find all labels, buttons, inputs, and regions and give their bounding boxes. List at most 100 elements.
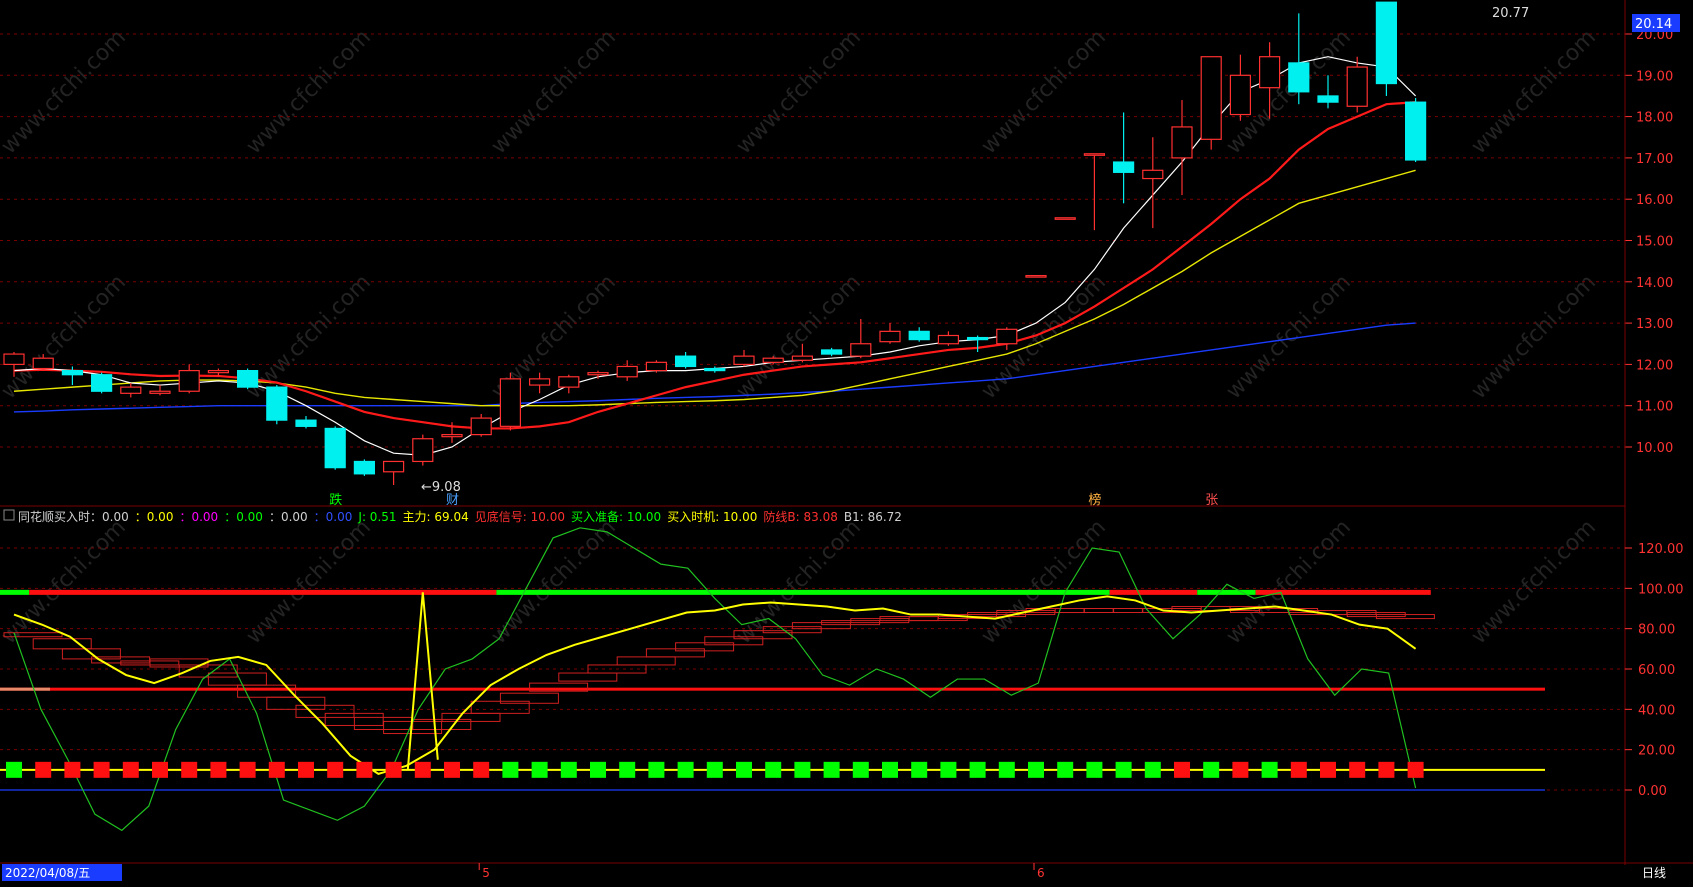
- event-marker[interactable]: 跌: [329, 492, 342, 508]
- signal-square: [1320, 761, 1336, 778]
- price-tick-label: 13.00: [1636, 317, 1673, 332]
- signal-square: [911, 761, 928, 778]
- candle-body: [558, 376, 580, 388]
- candle-body: [149, 390, 171, 394]
- candle-body: [1258, 56, 1281, 89]
- indicator-tick-label: 40.00: [1638, 703, 1675, 718]
- candle-body: [908, 330, 930, 341]
- candle-body: [207, 369, 229, 374]
- candle-body: [1054, 217, 1076, 220]
- signal-square: [152, 761, 168, 778]
- legend-item: ：0.00: [135, 510, 174, 524]
- signal-square: [794, 761, 811, 778]
- event-markers[interactable]: 跌财榜张: [329, 492, 1218, 508]
- legend-item: 主力: 69.04: [403, 510, 469, 524]
- current-price-label: 20.14: [1635, 17, 1672, 32]
- candlestick-series[interactable]: [3, 1, 1427, 485]
- signal-square: [1057, 761, 1074, 778]
- price-tick-label: 12.00: [1636, 358, 1673, 373]
- signal-square: [706, 761, 723, 778]
- legend-item: J: 0.51: [357, 510, 396, 524]
- upper-band-segment: [1109, 589, 1198, 595]
- candle-body: [1142, 169, 1164, 180]
- ma60-line: [13, 322, 1416, 413]
- high-price-label: 20.77: [1492, 6, 1529, 21]
- candle-body: [820, 349, 843, 355]
- signal-square: [35, 761, 52, 778]
- signal-square: [852, 761, 869, 778]
- signal-square: [181, 761, 198, 778]
- upper-band-segment: [0, 589, 30, 595]
- signal-square: [823, 761, 840, 778]
- indicator-lines: [13, 527, 1417, 832]
- price-tick-label: 19.00: [1636, 69, 1673, 84]
- candle-body: [266, 386, 288, 421]
- legend-item: ：0.00: [269, 510, 308, 524]
- legend-item: 见底信号: 10.00: [475, 509, 565, 524]
- indicator-box: [3, 632, 63, 638]
- event-marker[interactable]: 榜: [1088, 492, 1101, 508]
- signal-square: [1261, 761, 1278, 778]
- candle-body: [1112, 161, 1135, 173]
- event-marker[interactable]: 财: [446, 493, 459, 508]
- candle-body: [1346, 66, 1368, 107]
- candle-body: [1171, 126, 1193, 159]
- signal-square: [531, 761, 548, 778]
- indicator-legend: 同花顺买入时：0.00 ：0.00 ：0.00 ：0.00 ：0.00 ：0.00 J: 0…: [3, 509, 902, 524]
- candle-body: [1229, 74, 1252, 116]
- signal-squares: [6, 761, 1424, 778]
- legend-toggle-icon[interactable]: [3, 509, 15, 521]
- signal-square: [356, 761, 373, 778]
- candle-body: [324, 427, 346, 469]
- indicator-box: [529, 682, 589, 692]
- signal-square: [502, 761, 519, 778]
- signal-square: [560, 761, 577, 778]
- candle-body: [645, 361, 668, 372]
- candle-body: [1025, 275, 1047, 278]
- signal-square: [998, 761, 1015, 778]
- signal-square: [1349, 761, 1366, 778]
- signal-square: [1115, 761, 1132, 778]
- price-tick-label: 17.00: [1636, 152, 1673, 167]
- signal-square: [1378, 761, 1395, 778]
- candle-body: [470, 417, 492, 436]
- signal-square: [590, 761, 606, 778]
- signal-square: [1086, 761, 1103, 778]
- legend-item: 买入准备: 10.00: [571, 510, 661, 524]
- signal-square: [268, 761, 285, 778]
- price-grid: [0, 33, 1625, 448]
- candle-body: [90, 374, 113, 392]
- signal-square: [6, 761, 22, 778]
- signal-square: [648, 761, 665, 778]
- signal-square: [93, 761, 110, 778]
- indicator-tick-label: 80.00: [1638, 623, 1675, 638]
- candle-body: [587, 372, 609, 376]
- signal-square: [385, 761, 402, 778]
- date-badge: [2, 864, 122, 881]
- signal-square: [736, 761, 752, 778]
- signal-square: [239, 761, 256, 778]
- signal-square: [1028, 761, 1044, 778]
- current-price-badge: 20.14: [1632, 14, 1680, 32]
- signal-square: [1232, 761, 1249, 778]
- signal-square: [473, 761, 490, 778]
- period-label[interactable]: 日线: [1642, 866, 1666, 880]
- legend-item: 防线B: 83.08: [763, 509, 837, 524]
- event-marker[interactable]: 张: [1205, 493, 1218, 508]
- candle-body: [1200, 56, 1222, 140]
- indicator-axis: 120.00 100.00 80.00 60.00 40.00 20.00 0.00: [1625, 542, 1684, 799]
- month-label: 5: [482, 866, 490, 880]
- candle-body: [499, 378, 521, 427]
- signal-square: [677, 761, 694, 778]
- candle-body: [3, 353, 25, 366]
- candle-body: [178, 369, 200, 392]
- signal-square: [1407, 761, 1424, 778]
- price-tick-label: 16.00: [1636, 193, 1673, 208]
- j-line: [13, 527, 1417, 832]
- low-price-label: ←9.08: [421, 480, 461, 495]
- candle-body: [32, 357, 54, 370]
